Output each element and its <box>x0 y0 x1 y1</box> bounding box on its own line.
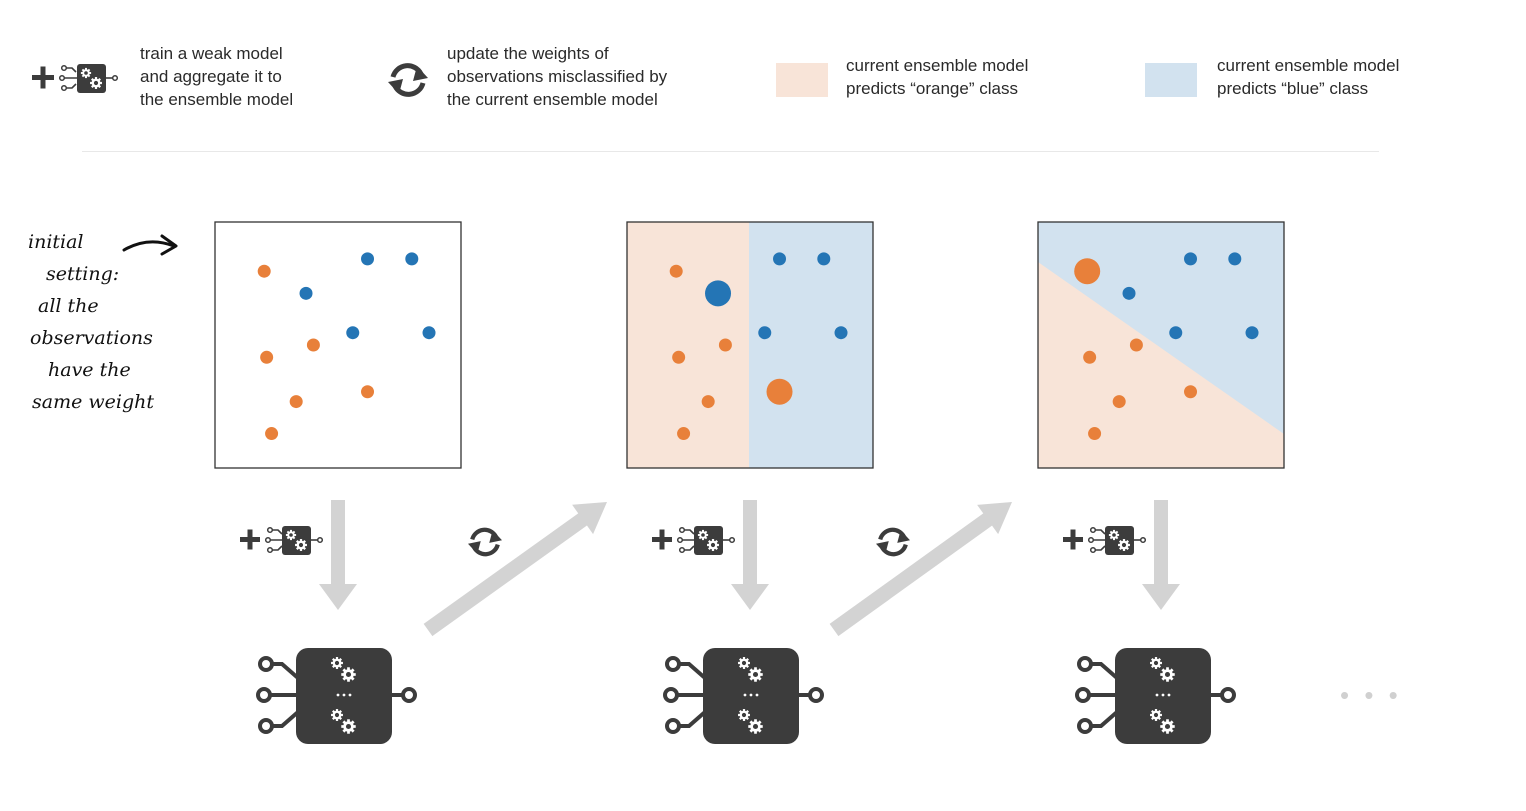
legend-blue-text: current ensemble model predicts “blue” c… <box>1217 54 1399 100</box>
legend-train-line: and aggregate it to <box>140 67 282 86</box>
blue-observation-point <box>758 326 772 340</box>
panel-background <box>215 222 461 468</box>
orange-observation-point <box>306 338 320 352</box>
orange-observation-point <box>1129 338 1143 352</box>
plus-weak-model-icon <box>652 526 736 555</box>
orange-observation-point <box>766 378 793 405</box>
orange-observation-point <box>718 338 732 352</box>
blue-observation-point <box>361 252 375 266</box>
down-arrow <box>731 500 769 610</box>
panel-after-first-model <box>626 221 874 469</box>
plus-icon-v <box>40 66 46 89</box>
boosting-flow <box>240 500 1236 744</box>
blue-observation-point <box>817 252 831 266</box>
panel-frame <box>626 221 874 469</box>
legend-update-line: update the weights of <box>447 44 609 63</box>
blue-region <box>749 222 873 468</box>
legend-divider <box>82 151 1379 152</box>
blue-observation-point <box>1245 326 1259 340</box>
blue-observation-point <box>1228 252 1242 266</box>
orange-observation-point <box>361 385 375 399</box>
down-arrow <box>1142 500 1180 610</box>
plus-weak-model-icon <box>1063 526 1147 555</box>
blue-observation-point <box>1122 286 1136 300</box>
note-line: observations <box>30 327 153 349</box>
plus-weak-model-icon <box>240 526 324 555</box>
refresh-cycle-icon <box>876 527 910 557</box>
continuation-dots: • • • <box>1340 680 1402 710</box>
legend-orange-text: current ensemble model predicts “orange”… <box>846 54 1028 100</box>
blue-observation-point <box>405 252 419 266</box>
blue-observation-point <box>834 326 848 340</box>
panel-frame <box>1037 221 1285 469</box>
panel-initial-setting <box>214 221 462 469</box>
legend-train-line: the ensemble model <box>140 90 294 109</box>
orange-observation-point <box>1083 350 1097 364</box>
weak-model-icon <box>58 64 119 93</box>
orange-region-swatch <box>776 63 828 97</box>
note-line: initial <box>28 231 84 253</box>
panel-after-second-model <box>1037 221 1285 469</box>
orange-observation-point <box>672 350 686 364</box>
legend-blue-line: current ensemble model <box>1217 56 1400 75</box>
legend-orange-line: current ensemble model <box>846 56 1029 75</box>
legend-orange-line: predicts “orange” class <box>846 79 1018 98</box>
legend-update-line: observations misclassified by <box>447 67 668 86</box>
down-arrow <box>319 500 357 610</box>
orange-observation-point <box>1074 258 1101 285</box>
orange-observation-point <box>289 395 303 409</box>
diagonal-arrow <box>829 502 1012 637</box>
orange-observation-point <box>669 264 683 278</box>
orange-observation-point <box>257 264 271 278</box>
blue-observation-point <box>773 252 787 266</box>
legend-blue-line: predicts “blue” class <box>1217 79 1369 98</box>
legend-train-text: train a weak model and aggregate it to t… <box>140 42 293 111</box>
blue-observation-point <box>1169 326 1183 340</box>
blue-observation-point <box>346 326 360 340</box>
blue-observation-point <box>1184 252 1198 266</box>
legend-update-line: the current ensemble model <box>447 90 658 109</box>
blue-observation-point <box>299 286 313 300</box>
note-line: have the <box>48 359 131 381</box>
ensemble-model-icon <box>1075 648 1236 744</box>
annotation-arrow <box>122 234 178 256</box>
orange-observation-point <box>265 427 279 441</box>
orange-observation-point <box>1112 395 1126 409</box>
ensemble-model-icon <box>663 648 824 744</box>
legend-update-text: update the weights of observations miscl… <box>447 42 667 111</box>
orange-observation-point <box>677 427 691 441</box>
note-line: all the <box>38 295 99 317</box>
blue-region-swatch <box>1145 63 1197 97</box>
diagonal-arrow <box>423 502 607 637</box>
note-line: setting: <box>46 263 120 285</box>
ensemble-model-icon <box>256 648 417 744</box>
legend-train-line: train a weak model <box>140 44 283 63</box>
orange-observation-point <box>701 395 715 409</box>
refresh-cycle-icon <box>468 527 502 557</box>
blue-observation-point <box>705 280 732 307</box>
note-line: same weight <box>32 391 154 413</box>
initial-setting-note: initial setting: all the observations ha… <box>26 226 154 418</box>
refresh-cycle-icon <box>388 63 428 97</box>
orange-observation-point <box>1184 385 1198 399</box>
blue-observation-point <box>422 326 436 340</box>
orange-region <box>1038 262 1284 468</box>
orange-observation-point <box>260 350 274 364</box>
legend-train-icon <box>32 64 119 93</box>
orange-observation-point <box>1088 427 1102 441</box>
panel-frame <box>214 221 462 469</box>
